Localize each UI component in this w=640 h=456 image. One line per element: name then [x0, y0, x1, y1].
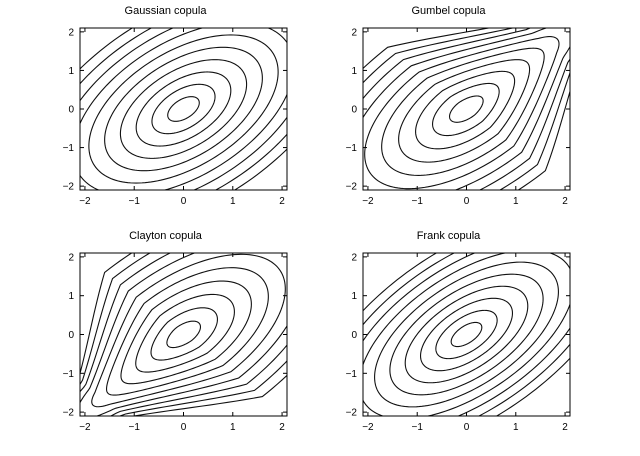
- contour-line: [381, 47, 545, 176]
- x-tick-label: 0: [181, 422, 187, 433]
- x-tick-label: 0: [181, 196, 187, 207]
- x-tick-label: 1: [230, 422, 236, 433]
- contour-line: [166, 320, 202, 349]
- x-tick-label: 1: [513, 196, 519, 207]
- contour-line: [374, 261, 559, 408]
- y-tick-label: −2: [63, 182, 75, 193]
- panel-clayton-copula: −2 −1 0 1 2 −2 −1 0 1 2 Clayton copula: [63, 230, 288, 433]
- y-tick-label: 2: [351, 27, 357, 38]
- contour-line: [364, 36, 560, 190]
- x-tick-label: 2: [562, 422, 568, 433]
- y-tick-label: −1: [63, 369, 75, 380]
- y-tick-label: 0: [351, 330, 357, 341]
- x-tick-label: 0: [464, 196, 470, 207]
- x-tick-label: 2: [279, 196, 285, 207]
- axes-frame: [362, 27, 571, 191]
- contour-line: [91, 253, 286, 408]
- contour-lines: [363, 253, 570, 416]
- contour-line: [363, 253, 570, 416]
- panel-title: Gaussian copula: [125, 5, 208, 17]
- contour-line: [363, 28, 570, 190]
- panel-gumbel-copula: −2 −1 0 1 2 −2 −1 0 1 2 Gumbel copula: [346, 5, 571, 207]
- contour-line: [80, 253, 287, 416]
- y-tick-label: −2: [346, 182, 358, 193]
- contour-line: [80, 253, 287, 416]
- contour-line: [119, 59, 248, 159]
- contour-line: [363, 253, 570, 416]
- contour-lines: [363, 28, 570, 190]
- contour-line: [120, 280, 252, 385]
- y-tick-label: −2: [63, 408, 75, 419]
- contour-line: [150, 307, 218, 361]
- y-tick-label: 0: [68, 330, 74, 341]
- y-tick-label: −1: [346, 369, 358, 380]
- y-tick-label: 1: [68, 291, 74, 302]
- x-tick-label: 2: [562, 196, 568, 207]
- y-tick-label: 0: [351, 105, 357, 116]
- contour-line: [363, 253, 570, 416]
- x-tick-label: −2: [79, 422, 91, 433]
- contour-lines: [80, 28, 287, 190]
- panel-title: Frank copula: [417, 230, 481, 242]
- contour-line: [135, 71, 232, 147]
- contour-line: [420, 297, 513, 372]
- contour-line: [105, 267, 269, 396]
- contour-line: [448, 95, 484, 123]
- y-tick-label: −2: [346, 408, 358, 419]
- x-tick-label: −2: [79, 196, 91, 207]
- y-tick-label: −1: [63, 143, 75, 154]
- contour-line: [450, 321, 483, 348]
- x-tick-label: −2: [362, 196, 374, 207]
- x-tick-label: 2: [279, 422, 285, 433]
- y-tick-label: 1: [351, 291, 357, 302]
- contour-line: [363, 28, 570, 190]
- panel-title: Clayton copula: [129, 230, 203, 242]
- contour-line: [389, 273, 544, 396]
- y-tick-label: 2: [68, 252, 74, 263]
- contour-line: [363, 28, 570, 190]
- x-tick-label: 1: [230, 196, 236, 207]
- contour-line: [363, 253, 570, 416]
- contour-line: [435, 309, 498, 360]
- axes-frame: [79, 27, 288, 191]
- x-tick-label: 1: [513, 422, 519, 433]
- panel-title: Gumbel copula: [412, 5, 487, 17]
- contour-lines: [80, 253, 287, 416]
- x-tick-label: −2: [362, 422, 374, 433]
- y-tick-label: 2: [351, 252, 357, 263]
- contour-line: [104, 46, 263, 172]
- axes-frame: [79, 252, 288, 417]
- y-tick-label: 1: [351, 66, 357, 77]
- contour-line: [80, 28, 287, 190]
- x-tick-label: −1: [412, 196, 424, 207]
- contour-line: [363, 28, 570, 190]
- contour-line: [398, 59, 531, 163]
- contour-line: [88, 34, 279, 184]
- contour-line: [151, 83, 216, 135]
- x-tick-label: −1: [412, 422, 424, 433]
- contour-line: [432, 82, 500, 137]
- contour-line: [135, 293, 235, 373]
- x-tick-label: 0: [464, 422, 470, 433]
- y-tick-label: −1: [346, 143, 358, 154]
- panel-frank-copula: −2 −1 0 1 2 −2 −1 0 1 2 Frank copula: [346, 230, 571, 433]
- y-tick-label: 1: [68, 66, 74, 77]
- contour-line: [415, 70, 516, 150]
- contour-line: [80, 253, 287, 416]
- x-tick-label: −1: [129, 422, 141, 433]
- y-tick-label: 0: [68, 105, 74, 116]
- panel-gaussian-copula: −2 −1 0 1 2 −2 −1 0 1 2 Gaussian copula: [63, 5, 288, 207]
- axes-frame: [362, 252, 571, 417]
- contour-line: [167, 96, 200, 122]
- y-tick-label: 2: [68, 27, 74, 38]
- contour-line: [80, 28, 287, 190]
- contour-line: [404, 285, 529, 384]
- x-tick-label: −1: [129, 196, 141, 207]
